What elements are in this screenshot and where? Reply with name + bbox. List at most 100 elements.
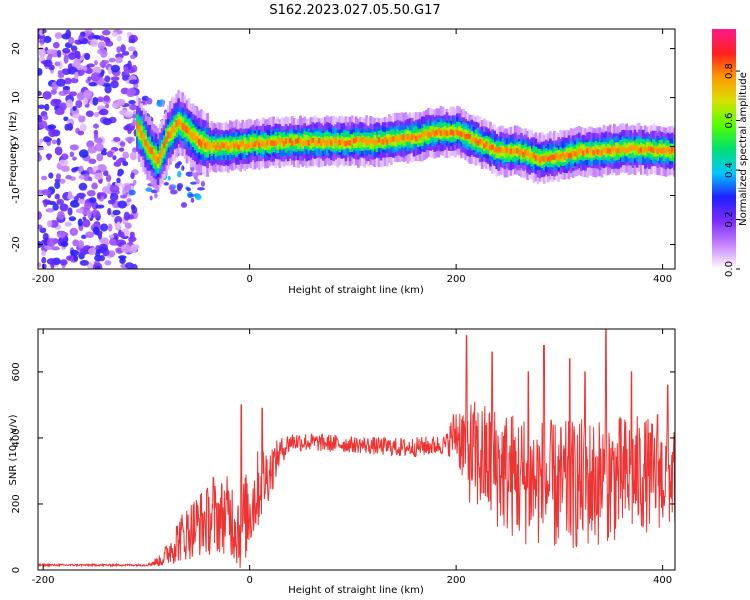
spectrogram-x-tick-label: 0	[246, 274, 252, 285]
spectrogram-noise-cell	[108, 234, 115, 239]
spectrogram-noise-cell	[190, 197, 195, 203]
spectrogram-noise-cell	[108, 238, 117, 245]
spectrogram-ridge-cell	[664, 148, 668, 154]
spectrogram-ridge-cell	[586, 148, 589, 154]
spectrogram-noise-cell	[41, 256, 47, 264]
spectrogram-noise-cell	[120, 44, 126, 53]
spectrogram-noise-cell	[127, 126, 132, 135]
spectrogram-ridge-cell	[509, 148, 513, 154]
spectrogram-y-tick-label: 20	[11, 42, 22, 55]
spectrogram-noise-cell	[59, 178, 66, 184]
spectrogram-ridge-cell	[482, 143, 486, 149]
spectrogram-noise-cell	[75, 100, 83, 108]
spectrogram-ridge-cell	[619, 145, 622, 157]
spectrogram-noise-cell	[44, 103, 50, 111]
spectrogram-noise-cell	[90, 38, 99, 48]
snr-x-tick-label: -200	[32, 575, 55, 586]
spectrogram-noise-cell	[93, 123, 99, 129]
spectrogram-ridge-cell	[305, 140, 309, 146]
spectrogram-noise-cell	[129, 79, 139, 85]
spectrogram-noise-cell	[54, 181, 61, 189]
spectrogram-ridge-cell	[136, 121, 139, 136]
spectrogram-noise-cell	[83, 97, 88, 105]
spectrogram-noise-cell	[38, 115, 43, 123]
spectrogram-noise-cell	[89, 197, 97, 204]
spectrogram-y-tick-label: 10	[11, 91, 22, 104]
spectrogram-noise-cell	[42, 114, 49, 121]
spectrogram-ridge-cell	[245, 143, 249, 150]
spectrogram-noise-cell	[104, 260, 112, 266]
colorbar-gradient	[712, 29, 736, 269]
spectrogram-noise-cell	[116, 46, 122, 54]
spectrogram-ridge-cell	[385, 139, 389, 145]
spectrogram-noise-cell	[71, 167, 78, 173]
spectrogram-ridge-cell	[633, 144, 637, 151]
spectrogram-noise-cell	[94, 143, 104, 152]
spectrogram-noise-cell	[60, 241, 69, 248]
spectrogram-ridge-cell	[175, 119, 178, 127]
spectrogram-noise-cell	[117, 172, 123, 177]
spectrogram-ridge-cell	[293, 140, 296, 147]
spectrogram-ridge-cell	[369, 137, 373, 144]
spectrogram-noise-cell	[163, 182, 169, 186]
spectrogram-ridge-cell	[518, 144, 521, 156]
spectrogram-noise-cell	[107, 207, 112, 216]
spectrogram-noise-cell	[103, 95, 110, 102]
spectrogram-noise-cell	[72, 156, 77, 161]
spectrogram-ridge-cell	[247, 142, 251, 148]
spectrogram-ridge-cell	[497, 147, 501, 153]
spectrogram-ridge-cell	[406, 134, 410, 140]
spectrogram-ridge-cell	[394, 135, 397, 141]
spectrogram-noise-cell	[50, 89, 57, 95]
spectrogram-ridge-cell	[181, 123, 185, 131]
spectrogram-ridge-cell	[534, 155, 538, 161]
spectrogram-ridge-cell	[462, 131, 465, 137]
snr-x-axis-label: Height of straight line (km)	[288, 585, 424, 596]
spectrogram-signal-ridge	[136, 89, 675, 192]
spectrogram-noise-field	[38, 29, 206, 269]
spectrogram-ridge-cell	[340, 138, 344, 144]
spectrogram-noise-cell	[128, 38, 136, 44]
spectrogram-ridge-cell	[648, 145, 651, 152]
spectrogram-ridge-cell	[437, 127, 441, 133]
spectrogram-ridge-cell	[658, 147, 662, 153]
spectrogram-ridge-cell	[290, 140, 294, 146]
spectrogram-noise-cell	[128, 99, 136, 105]
spectrogram-noise-cell	[82, 219, 91, 228]
spectrogram-noise-cell	[109, 192, 119, 202]
spectrogram-ridge-cell	[402, 135, 406, 141]
spectrogram-ridge-cell	[575, 145, 579, 157]
spectrogram-ridge-cell	[398, 135, 401, 142]
spectrogram-ridge-cell	[251, 143, 255, 149]
spectrogram-noise-cell	[94, 137, 103, 144]
spectrogram-noise-cell	[130, 172, 135, 180]
spectrogram-noise-cell	[67, 191, 73, 199]
spectrogram-noise-cell	[107, 223, 113, 232]
spectrogram-ridge-cell	[524, 149, 527, 155]
spectrogram-ridge-cell	[594, 148, 598, 154]
spectrogram-noise-cell	[133, 83, 139, 89]
spectrogram-noise-cell	[129, 231, 135, 239]
spectrogram-ridge-cell	[394, 135, 397, 147]
spectrogram-noise-cell	[51, 139, 57, 145]
spectrogram-noise-cell	[41, 250, 46, 257]
spectrogram-ridge-cell	[243, 144, 247, 150]
spectrogram-noise-cell	[122, 161, 129, 167]
spectrogram-ridge-cell	[160, 147, 164, 155]
spectrogram-ridge-cell	[212, 142, 216, 148]
spectrogram-ridge-cell	[210, 142, 214, 154]
spectrogram-noise-cell	[129, 152, 137, 161]
spectrogram-ridge-cell	[433, 131, 437, 137]
spectrogram-ridge-cell	[375, 139, 379, 146]
spectrogram-noise-cell	[86, 189, 96, 197]
spectrogram-noise-cell	[91, 182, 98, 190]
spectrogram-ridge-cell	[464, 133, 468, 140]
spectrogram-ridge-cell	[187, 127, 191, 135]
snr-panel: -200 0 200 400 0 200 400 600 Height of straigh…	[8, 328, 676, 596]
spectrogram-noise-cell	[54, 109, 65, 116]
spectrogram-noise-cell	[111, 31, 118, 37]
spectrogram-noise-cell	[69, 151, 75, 158]
snr-x-tick-label: 200	[447, 575, 466, 586]
spectrogram-noise-cell	[63, 54, 69, 64]
spectrogram-ridge-cell	[555, 152, 558, 159]
